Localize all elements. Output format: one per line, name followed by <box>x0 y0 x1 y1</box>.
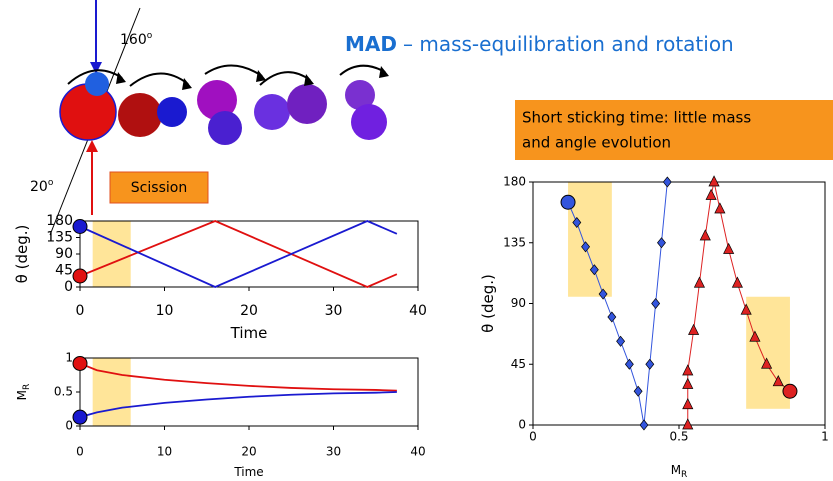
x-tick-label: 20 <box>240 303 258 319</box>
diamond-marker <box>662 176 672 188</box>
triangle-marker <box>749 330 761 342</box>
triangle-marker <box>723 242 735 254</box>
triangle-marker <box>714 202 726 214</box>
y-tick-label: 1 <box>65 351 73 365</box>
x-axis-label: Time <box>230 324 268 342</box>
triangle-marker <box>682 418 694 430</box>
x-axis-label: Time <box>233 465 263 479</box>
angle-label: 160o <box>120 31 153 49</box>
scission-label: Scission <box>131 180 187 196</box>
diamond-marker <box>598 288 608 300</box>
start-marker <box>72 268 88 284</box>
x-axis-label: Time <box>230 324 268 342</box>
y-tick-label: 45 <box>511 357 526 371</box>
x-tick-label: 40 <box>409 303 427 319</box>
triangle-marker <box>699 229 711 241</box>
x-axis-label-sub: R <box>681 470 687 480</box>
series-line <box>79 220 398 288</box>
y-tick-label: 0 <box>65 419 73 433</box>
diamond-marker <box>645 358 655 370</box>
triangle-marker <box>740 303 752 315</box>
y-tick-label: 180 <box>46 213 73 229</box>
diamond-marker <box>607 311 617 323</box>
series-line <box>79 391 397 419</box>
y-tick-label: 180 <box>503 175 526 189</box>
x-tick-label: 30 <box>326 445 341 459</box>
x-tick-label: 10 <box>156 303 174 319</box>
highlight <box>92 358 131 426</box>
diamond-marker <box>589 264 599 276</box>
y-tick-label: 45 <box>55 263 73 279</box>
start-marker <box>72 219 88 234</box>
x-axis-label: M <box>671 463 681 477</box>
y-tick-label: 90 <box>511 296 526 310</box>
angle-label: 20o <box>30 178 54 196</box>
diamond-marker <box>651 297 661 310</box>
x-tick-label: 30 <box>325 303 343 319</box>
y-axis-label: MR <box>15 384 32 401</box>
highlight <box>92 221 131 287</box>
triangle-marker <box>682 397 694 410</box>
y-tick-label: 0 <box>518 418 526 432</box>
scission-box <box>109 171 209 204</box>
triangle-marker <box>708 175 720 187</box>
triangle-marker <box>682 377 694 389</box>
x-tick-label: 20 <box>241 445 256 459</box>
y-tick-label: 135 <box>46 230 73 246</box>
x-tick-label: 1 <box>821 430 829 444</box>
x-axis-label: MR <box>671 463 688 480</box>
triangle-marker <box>682 364 694 376</box>
y-axis-label: θ (deg.) <box>479 274 497 333</box>
triangle-marker <box>731 276 743 288</box>
triangle-marker <box>688 323 700 335</box>
y-tick-label: 0.5 <box>54 385 73 399</box>
series-line <box>567 181 668 426</box>
diamond-marker <box>624 358 634 370</box>
triangle-marker <box>693 276 706 288</box>
y-tick-label: 135 <box>503 235 526 249</box>
y-tick-label: 90 <box>55 246 73 262</box>
y-axis-label: θ (deg.) <box>13 225 31 284</box>
diamond-marker <box>639 419 649 431</box>
note-text: and angle evolution <box>522 134 671 152</box>
diamond-marker <box>581 241 591 253</box>
x-tick-label: 0 <box>529 430 537 444</box>
start-marker <box>72 355 88 371</box>
diamond-marker <box>657 237 666 249</box>
start-marker <box>560 194 576 210</box>
triangle-marker <box>705 188 717 200</box>
x-tick-label: 0.5 <box>669 430 688 444</box>
x-tick-label: 40 <box>410 445 425 459</box>
note-box <box>515 100 833 160</box>
note-text: Short sticking time: little mass <box>522 109 751 127</box>
y-axis-label: θ (deg.) <box>479 274 497 333</box>
diamond-marker <box>633 385 643 397</box>
y-axis-label: θ (deg.) <box>13 225 31 284</box>
diamond-marker <box>572 216 582 229</box>
start-marker <box>72 409 88 425</box>
series-line <box>79 362 397 392</box>
y-tick-label: 0 <box>64 279 73 295</box>
x-axis-label: Time <box>233 465 263 479</box>
start-marker <box>782 383 798 399</box>
triangle-marker <box>761 357 773 369</box>
y-axis-label: M <box>15 390 29 400</box>
y-axis-label-sub: R <box>22 384 32 390</box>
slide-title: MAD – mass-equilibration and rotation <box>345 32 734 56</box>
x-tick-label: 0 <box>76 445 84 459</box>
triangle-marker <box>772 375 784 387</box>
illustration <box>49 0 389 236</box>
x-tick-label: 0 <box>76 303 85 319</box>
x-tick-label: 10 <box>157 445 172 459</box>
diamond-marker <box>616 335 626 347</box>
